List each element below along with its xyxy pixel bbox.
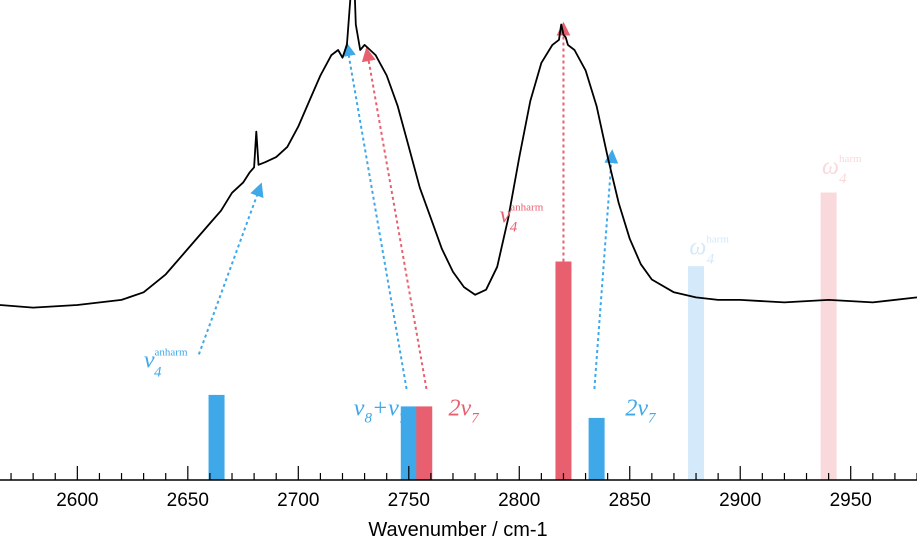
bars-layer	[208, 192, 837, 480]
x-tick-label-2750: 2750	[388, 490, 430, 511]
bar-3	[555, 261, 572, 480]
x-tick-label-2700: 2700	[277, 490, 319, 511]
x-tick-label-2600: 2600	[56, 490, 98, 511]
arrow-4	[593, 149, 619, 389]
bar-0	[208, 394, 225, 480]
x-tick-label-2900: 2900	[719, 490, 761, 511]
bar-6	[820, 192, 837, 480]
bar-1	[400, 406, 417, 480]
annotation-2: 2ν7	[449, 396, 481, 427]
spectrum-line	[0, 0, 917, 309]
annotation-6: ωharm 4	[822, 153, 862, 187]
bar-5	[688, 266, 705, 480]
x-axis-title: Wavenumber / cm-1	[368, 519, 547, 541]
x-tick-label-2800: 2800	[498, 490, 540, 511]
arrow-1	[341, 42, 408, 390]
x-tick-label-2950: 2950	[830, 490, 872, 511]
x-axis: 2600 2650 2700 2750 2800 2850 2900 2950	[0, 466, 917, 511]
annotations-layer: νanharm 4 ν8+ν7 2ν7 νanharm 4 2ν7 ωharm 4 ωharm 4	[144, 153, 862, 427]
arrow-0	[197, 182, 264, 355]
annotation-0: νanharm 4	[144, 346, 188, 380]
x-tick-label-2650: 2650	[167, 490, 209, 511]
annotation-4: 2ν7	[625, 396, 657, 427]
arrows-layer	[197, 21, 619, 390]
spectrum-layer	[0, 0, 917, 309]
annotation-1: ν8+ν7	[354, 396, 408, 427]
bar-2	[416, 406, 433, 480]
bar-4	[588, 417, 605, 480]
annotation-3: νanharm 4	[500, 201, 544, 235]
annotation-5: ωharm 4	[689, 234, 729, 268]
x-tick-label-2850: 2850	[609, 490, 651, 511]
